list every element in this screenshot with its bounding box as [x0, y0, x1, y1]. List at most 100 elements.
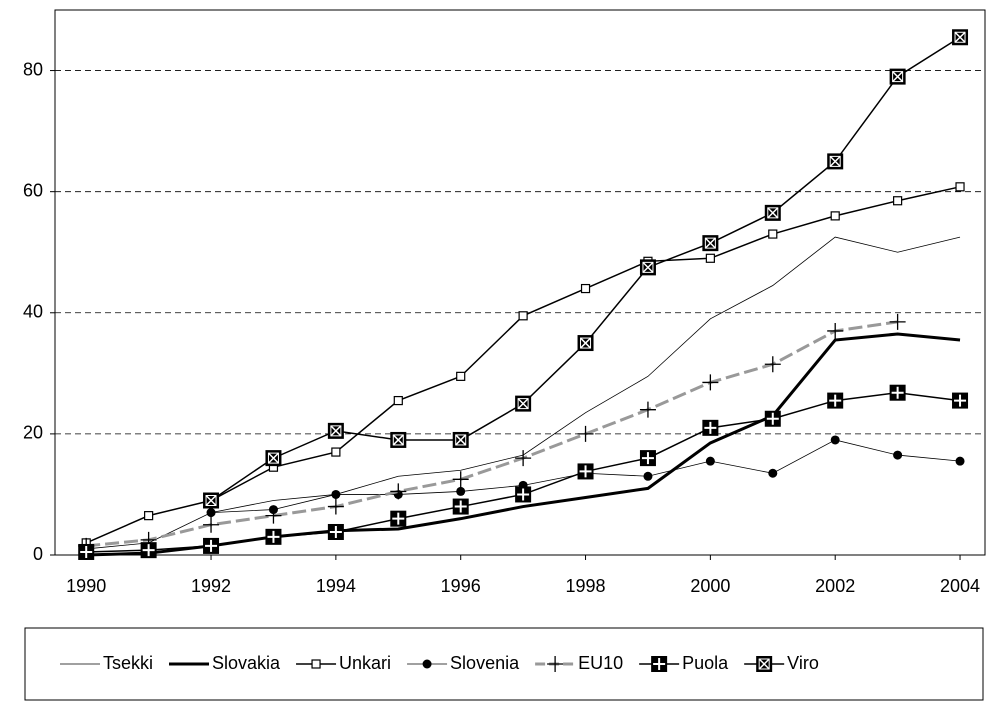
marker-shape [829, 155, 841, 167]
marker [390, 483, 407, 500]
marker [889, 384, 906, 401]
marker-shape [392, 434, 404, 446]
y-tick-label: 40 [23, 302, 43, 322]
marker-shape [142, 544, 155, 557]
marker-shape [455, 434, 467, 446]
marker [206, 508, 216, 518]
marker-shape [893, 450, 903, 460]
legend-label: Puola [682, 653, 729, 673]
marker [827, 153, 844, 170]
marker [518, 311, 528, 321]
marker-shape [830, 211, 840, 221]
marker-shape [331, 447, 341, 457]
marker [955, 182, 965, 192]
marker [331, 447, 341, 457]
marker-shape [580, 337, 592, 349]
marker-shape [515, 450, 532, 467]
marker-shape [579, 465, 592, 478]
marker-shape [455, 434, 467, 446]
marker-shape [456, 371, 466, 381]
marker-shape [390, 483, 407, 500]
marker [705, 253, 715, 263]
marker [203, 537, 220, 554]
marker-shape [829, 155, 841, 167]
x-tick-label: 1996 [441, 576, 481, 596]
marker-shape [456, 486, 466, 496]
marker [639, 401, 656, 418]
marker [577, 463, 594, 480]
marker-shape [267, 452, 279, 464]
marker-shape [642, 261, 654, 273]
marker [764, 410, 781, 427]
plot-frame [54, 9, 986, 556]
marker [830, 211, 840, 221]
marker-shape [265, 507, 282, 524]
series-line [86, 320, 898, 548]
marker-shape [267, 530, 280, 543]
marker [893, 196, 903, 206]
marker-shape [764, 356, 781, 373]
legend-label: Unkari [339, 653, 391, 673]
legend-label: Viro [787, 653, 819, 673]
marker-shape [517, 488, 530, 501]
marker-shape [205, 494, 217, 507]
marker [265, 507, 282, 524]
marker-shape [955, 456, 965, 466]
y-tick-label: 80 [23, 59, 43, 79]
marker [203, 492, 220, 509]
marker [827, 322, 844, 339]
marker-shape [829, 394, 842, 407]
marker [577, 335, 594, 352]
marker-shape [580, 283, 591, 294]
marker [327, 498, 344, 515]
marker [768, 468, 778, 478]
marker-shape [639, 401, 656, 418]
y-tick-label: 0 [33, 544, 43, 564]
marker-shape [203, 516, 220, 533]
marker-shape [452, 471, 469, 488]
marker [893, 450, 903, 460]
x-tick-label: 1998 [566, 576, 606, 596]
marker [955, 456, 965, 466]
marker-shape [827, 322, 844, 339]
marker-shape [392, 434, 404, 446]
marker-shape [892, 71, 904, 83]
marker-shape [454, 500, 467, 513]
marker [705, 456, 715, 466]
marker [830, 435, 840, 445]
marker [764, 356, 781, 373]
marker [639, 259, 656, 276]
marker-shape [758, 658, 770, 670]
marker [515, 450, 532, 467]
marker [702, 419, 719, 436]
marker-shape [705, 253, 715, 263]
marker [331, 489, 341, 499]
marker-shape [518, 311, 528, 321]
marker [422, 659, 432, 669]
x-tick-label: 1990 [66, 576, 106, 596]
marker-shape [80, 545, 93, 558]
marker-shape [758, 658, 770, 670]
marker-shape [392, 512, 405, 525]
legend-label: Slovenia [450, 653, 520, 673]
marker-shape [577, 425, 594, 442]
marker [327, 523, 344, 540]
marker [140, 542, 157, 559]
marker-shape [955, 182, 965, 192]
marker [265, 528, 282, 545]
marker-shape [205, 495, 217, 506]
x-tick-label: 2004 [940, 576, 980, 596]
marker-shape [642, 261, 654, 273]
marker [889, 313, 906, 330]
marker-shape [891, 386, 904, 399]
marker-shape [704, 237, 716, 249]
marker-shape [393, 395, 403, 406]
marker [390, 510, 407, 527]
marker [756, 656, 773, 672]
legend-label: Tsekki [103, 653, 153, 673]
marker [311, 659, 321, 669]
marker-shape [702, 374, 719, 391]
marker-shape [893, 196, 903, 206]
marker [452, 431, 469, 448]
marker-shape [830, 435, 840, 445]
